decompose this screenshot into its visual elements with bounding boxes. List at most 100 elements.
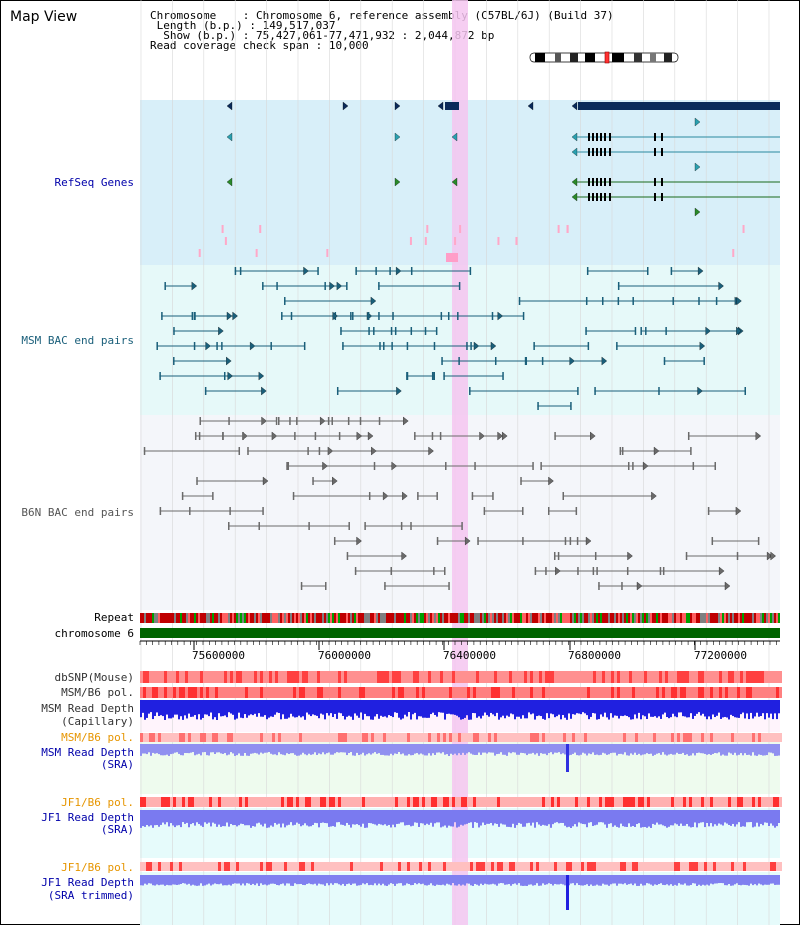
msm-cap-depth-bar	[236, 700, 238, 719]
msm-pol2-cell	[269, 733, 272, 742]
msm-cap-depth-bar	[360, 700, 362, 713]
msm-sra-depth-bar	[340, 744, 342, 753]
msm-cap-depth-bar	[484, 700, 486, 713]
b6n-bac-track[interactable]	[143, 416, 776, 591]
jf1-sra-depth-bar	[328, 810, 330, 827]
repeat-block	[164, 613, 166, 623]
jf1-sra-depth-bar	[376, 810, 378, 826]
b6n-bac-label[interactable]: B6N BAC end pairs	[21, 506, 134, 519]
jf1-pol-cell	[266, 797, 269, 807]
jf1-sra-depth-bar	[372, 810, 374, 824]
jf1-trim-depth-bar	[232, 875, 234, 884]
repeat-block	[318, 613, 320, 623]
msm-cap-depth-bar	[258, 700, 260, 714]
jf1-sra-depth-bar	[452, 810, 454, 827]
dbsnp-cell	[287, 671, 290, 683]
jf1-sra-depth-bar	[314, 810, 316, 823]
jf1-sra-depth-bar	[552, 810, 554, 825]
repeat-block	[390, 613, 392, 623]
repeat-block	[544, 613, 546, 623]
msm-cap-depth-bar	[752, 700, 754, 719]
pink-mark	[409, 237, 412, 245]
msm-pol-cell	[251, 687, 254, 698]
jf1-pol-cell	[479, 797, 482, 807]
jf1-trim-depth-bar	[668, 875, 670, 886]
msm-sra-depth-bar	[224, 744, 226, 754]
b6n-pair-arrow	[322, 461, 328, 471]
msm-sra-depth-bar	[166, 744, 168, 755]
msm-pol2-cell	[653, 733, 656, 742]
jf1-trim-depth-bar	[426, 875, 428, 886]
msm-pol-cell	[407, 687, 410, 698]
msm-sra-depth-bar	[266, 744, 268, 753]
jf1-pol-cell	[275, 797, 278, 807]
msm-pair-end	[466, 342, 468, 350]
msm-cap-depth-bar	[450, 700, 452, 715]
msm-pol-cell	[182, 687, 185, 698]
jf1-trim-depth-bar	[244, 875, 246, 886]
msm-pol2-cell	[281, 733, 284, 742]
jf1-trim-depth-bar	[486, 875, 488, 885]
jf1-sra-depth-bar	[444, 810, 446, 826]
msm-cap-depth-bar	[324, 700, 326, 720]
repeat-block	[720, 613, 722, 623]
msm-cap-depth-bar	[758, 700, 760, 717]
jf1-sra-depth-bar	[732, 810, 734, 824]
msm-sra-depth-bar	[142, 744, 144, 754]
jf1-pol-cell	[767, 797, 770, 807]
msm-sra-depth-bar	[364, 744, 366, 756]
jf1-trim-depth-bar	[556, 875, 558, 885]
msm-sra-depth-bar	[632, 744, 634, 755]
pink-mark	[497, 237, 500, 245]
jf1-trim-depth-bar	[752, 875, 754, 886]
exon	[600, 148, 602, 156]
msm-cap-depth-bar	[512, 700, 514, 715]
chromosome-ideogram[interactable]	[529, 51, 679, 64]
jf1-trim-depth-bar	[198, 875, 200, 886]
gene-arrow	[226, 132, 233, 142]
jf1-trim-depth-bar	[544, 875, 546, 885]
repeat-block	[686, 613, 688, 623]
repeat-block	[570, 613, 572, 623]
gene-arrow	[226, 101, 233, 111]
dbsnp-cell	[509, 671, 512, 683]
msm-sra-depth-bar	[732, 744, 734, 755]
msm-cap-depth-bar	[676, 700, 678, 718]
msm-pol-cell	[686, 687, 689, 698]
msm-cap-depth-bar	[590, 700, 592, 717]
dbsnp-cell	[284, 671, 287, 683]
msm-sra-depth-bar	[478, 744, 480, 753]
dbsnp-cell	[371, 671, 374, 683]
msm-cap-depth-bar	[608, 700, 610, 720]
jf1-sra-depth-bar	[752, 810, 754, 828]
jf1-trim-depth-bar	[774, 875, 776, 885]
jf1-pol2-cell	[230, 862, 233, 871]
jf1-sra-depth-bar	[676, 810, 678, 825]
msm-sra-depth-bar	[158, 744, 160, 755]
msm-pol2-cell	[443, 733, 446, 742]
dbsnp-cell	[455, 671, 458, 683]
b6n-pair-end	[757, 537, 760, 545]
dbsnp-cell	[725, 671, 728, 683]
repeat-block	[616, 613, 618, 623]
jf1-pol-cell	[218, 797, 221, 807]
msm-sra-depth-bar	[192, 744, 194, 753]
refseq-label[interactable]: RefSeq Genes	[55, 176, 134, 189]
msm-pair-end	[239, 267, 242, 275]
exon	[661, 133, 663, 141]
b6n-pair-arrow	[391, 461, 397, 471]
jf1-sra-depth-bar	[528, 810, 530, 823]
msm-bac-track[interactable]	[156, 266, 747, 410]
jf1-pol-cell	[560, 797, 563, 807]
jf1-sra-depth-bar	[352, 810, 354, 825]
refseq-genes-track[interactable]	[198, 101, 780, 262]
msm-cap-depth-bar	[280, 700, 282, 720]
msm-pol-cell	[296, 687, 299, 698]
msm-bac-label[interactable]: MSM BAC end pairs	[21, 334, 134, 347]
jf1-pol2-cell	[485, 862, 488, 871]
jf1-pol-cell	[605, 797, 608, 807]
repeat-block	[586, 613, 588, 623]
msm-pol-cell	[332, 687, 335, 698]
jf1-sra-depth-bar	[580, 810, 582, 824]
